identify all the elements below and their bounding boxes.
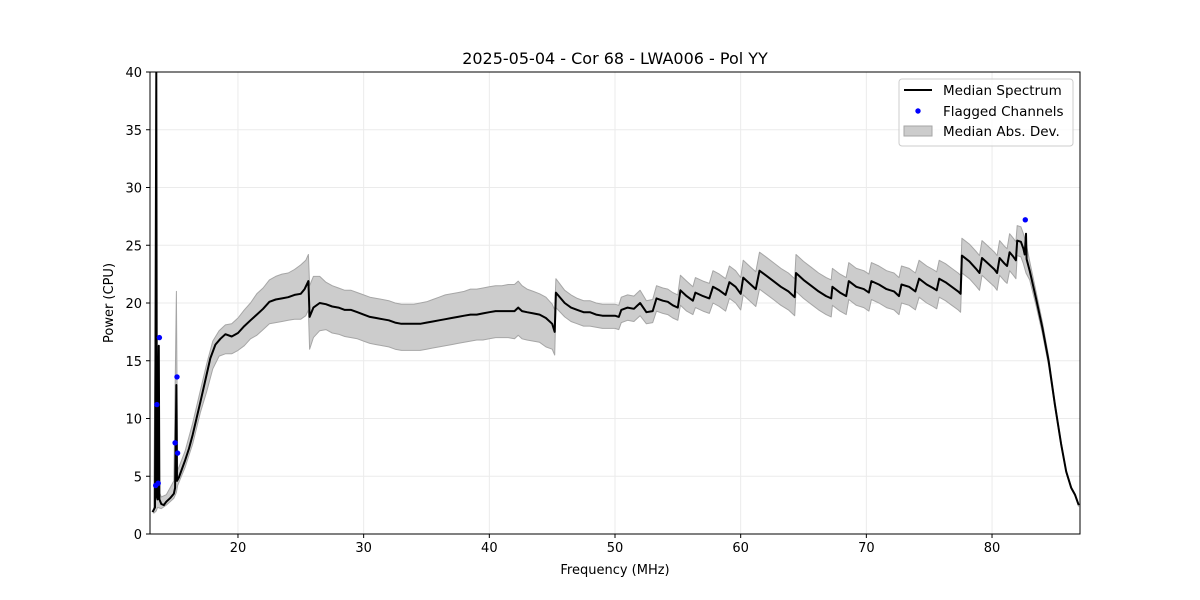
x-tick-label: 40 bbox=[481, 541, 498, 556]
legend-dot-swatch bbox=[915, 108, 921, 114]
y-axis-label: Power (CPU) bbox=[102, 263, 117, 343]
chart-title: 2025-05-04 - Cor 68 - LWA006 - Pol YY bbox=[462, 49, 768, 68]
y-tick-label: 25 bbox=[125, 239, 142, 254]
x-tick-label: 20 bbox=[230, 541, 247, 556]
x-tick-label: 80 bbox=[984, 541, 1001, 556]
flagged-channel-point bbox=[174, 450, 181, 456]
legend-label-median: Median Spectrum bbox=[943, 83, 1062, 99]
x-axis-ticks: 20 30 40 50 60 70 80 bbox=[230, 534, 1001, 556]
legend: Median Spectrum Flagged Channels Median … bbox=[898, 78, 1074, 147]
y-tick-label: 20 bbox=[125, 297, 142, 312]
legend-label-mad: Median Abs. Dev. bbox=[943, 124, 1060, 140]
legend-box bbox=[898, 78, 1074, 147]
flagged-channel-point bbox=[156, 334, 163, 341]
y-tick-label: 40 bbox=[125, 66, 142, 81]
y-tick-label: 0 bbox=[134, 528, 142, 543]
x-tick-label: 70 bbox=[858, 541, 875, 556]
x-tick-label: 60 bbox=[732, 541, 749, 556]
flagged-points bbox=[153, 217, 1028, 489]
y-tick-label: 30 bbox=[125, 182, 142, 197]
y-tick-label: 35 bbox=[125, 124, 142, 139]
mad-band-area bbox=[153, 204, 1080, 514]
median-spectrum-line bbox=[151, 72, 1080, 513]
y-axis-ticks: 0 5 10 15 20 25 30 35 40 bbox=[125, 66, 150, 543]
flagged-channel-point bbox=[154, 401, 160, 408]
flagged-channel-point bbox=[172, 440, 178, 446]
flagged-channel-point bbox=[155, 480, 161, 486]
legend-patch-swatch bbox=[903, 125, 933, 137]
flagged-channel-point bbox=[174, 374, 180, 380]
x-tick-label: 30 bbox=[355, 541, 372, 556]
median-line bbox=[151, 72, 1080, 513]
y-tick-label: 10 bbox=[125, 413, 142, 428]
flagged-channel-point bbox=[1022, 217, 1028, 223]
legend-label-flagged: Flagged Channels bbox=[943, 104, 1064, 120]
x-axis-label: Frequency (MHz) bbox=[560, 563, 669, 578]
y-tick-label: 5 bbox=[134, 470, 142, 485]
x-tick-label: 50 bbox=[607, 541, 624, 556]
y-tick-label: 15 bbox=[125, 355, 142, 370]
mad-band bbox=[153, 204, 1080, 514]
